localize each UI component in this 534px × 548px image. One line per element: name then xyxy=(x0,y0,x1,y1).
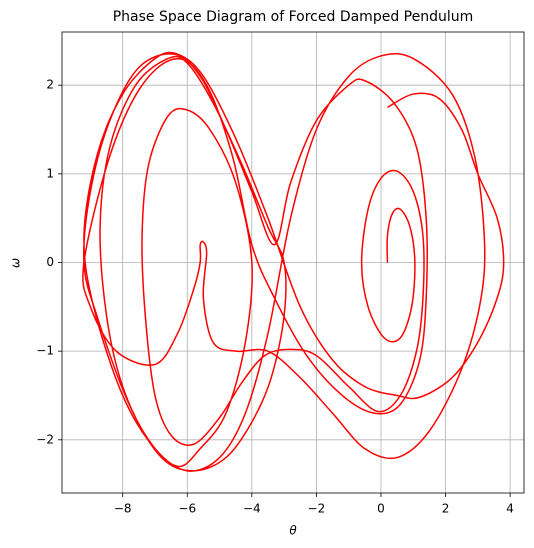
chart-title: Phase Space Diagram of Forced Damped Pen… xyxy=(113,9,474,25)
x-tick-label: 2 xyxy=(442,502,450,516)
y-tick-label: 1 xyxy=(46,166,54,180)
x-tick-label: −6 xyxy=(178,502,196,516)
x-tick-label: 4 xyxy=(506,502,514,516)
x-tick-label: −8 xyxy=(114,502,132,516)
y-axis-label: ω xyxy=(9,258,23,268)
y-tick-label: −2 xyxy=(36,432,54,446)
trajectory-line xyxy=(82,51,505,472)
x-tick-label: 0 xyxy=(377,502,385,516)
y-tick-label: 2 xyxy=(46,78,54,92)
x-tick-label: −2 xyxy=(308,502,326,516)
plot-frame xyxy=(61,31,525,494)
y-tick-label: −1 xyxy=(36,344,54,358)
y-tick-label: 0 xyxy=(46,255,54,269)
x-tick-label: −4 xyxy=(243,502,261,516)
x-axis-label: θ xyxy=(289,524,297,538)
